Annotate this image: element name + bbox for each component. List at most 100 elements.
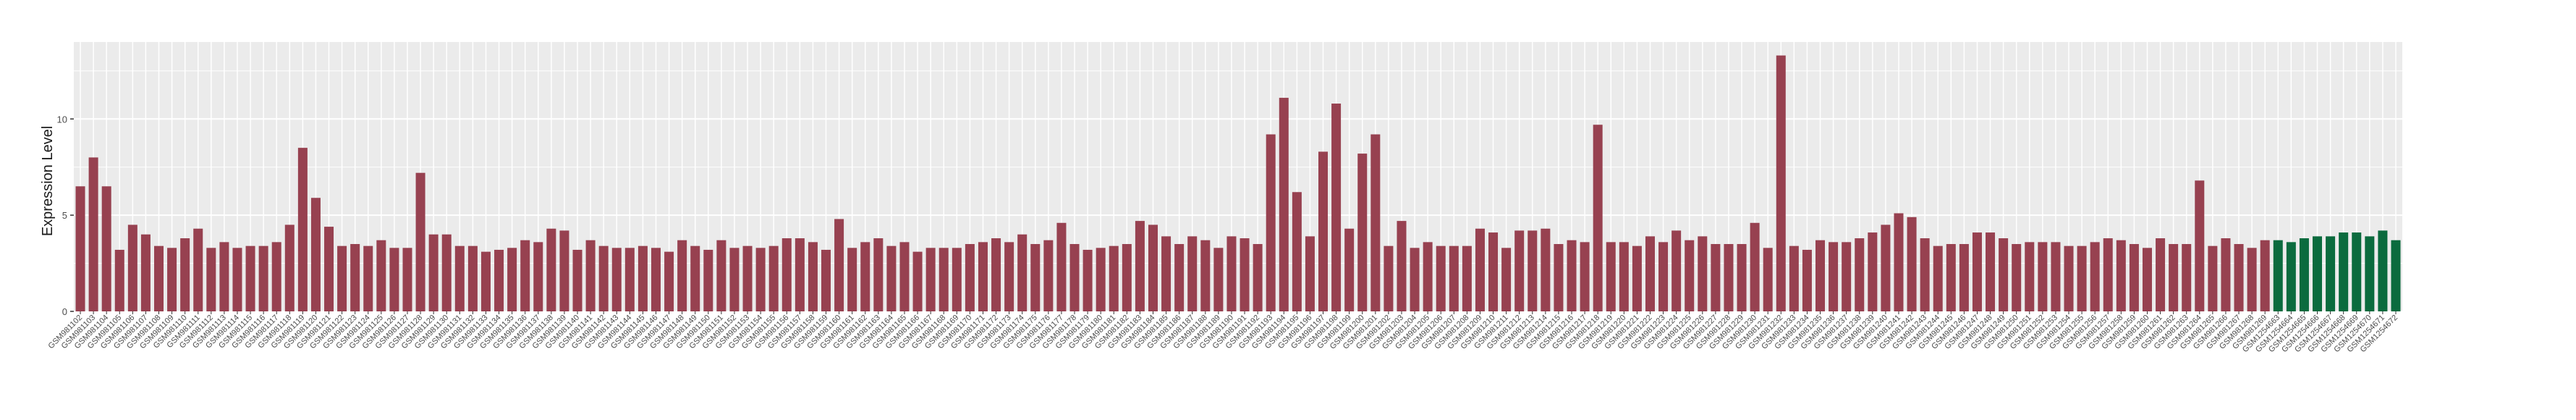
bar-GSM981250 [2012, 244, 2022, 311]
bar-GSM981262 [2169, 244, 2179, 311]
bar-GSM981171 [978, 242, 988, 311]
y-tick-label: 0 [62, 306, 67, 317]
bar-GSM981179 [1082, 249, 1093, 311]
bar-GSM981134 [494, 249, 504, 311]
bar-GSM1254669 [2352, 232, 2362, 311]
bar-GSM981207 [1449, 245, 1459, 311]
bar-GSM981190 [1226, 236, 1237, 311]
bar-GSM981132 [467, 245, 478, 311]
bar-GSM981241 [1894, 213, 1904, 311]
bar-GSM981163 [873, 238, 884, 311]
bar-GSM1254667 [2326, 236, 2336, 311]
bar-GSM981201 [1370, 134, 1381, 311]
bar-GSM981187 [1187, 236, 1198, 311]
bar-GSM981252 [2038, 242, 2048, 311]
bar-GSM981102 [75, 186, 85, 311]
bar-GSM981216 [1567, 240, 1577, 311]
bar-GSM981149 [690, 245, 700, 311]
bar-GSM981148 [677, 240, 687, 311]
bar-GSM981256 [2090, 242, 2100, 311]
bar-GSM981203 [1397, 221, 1407, 311]
bar-GSM981173 [1004, 242, 1014, 311]
bar-GSM981119 [297, 148, 308, 311]
bar-GSM981210 [1488, 232, 1499, 311]
bar-GSM981223 [1658, 242, 1669, 311]
bar-GSM981265 [2208, 245, 2218, 311]
bar-GSM981185 [1161, 236, 1172, 311]
bar-GSM981183 [1135, 221, 1145, 311]
bar-GSM981260 [2142, 248, 2152, 311]
bar-GSM981217 [1580, 242, 1590, 311]
bar-GSM981249 [1999, 238, 2009, 311]
bar-GSM981236 [1829, 242, 1839, 311]
bar-GSM981157 [795, 238, 805, 311]
bar-GSM981239 [1868, 232, 1878, 311]
bar-GSM981168 [939, 248, 949, 311]
bar-GSM981237 [1842, 242, 1852, 311]
bar-GSM1254666 [2312, 236, 2322, 311]
bars [75, 55, 2401, 311]
bar-GSM981180 [1096, 248, 1106, 311]
bar-GSM981263 [2182, 244, 2192, 311]
bar-GSM981267 [2234, 244, 2244, 311]
bar-GSM981202 [1384, 245, 1394, 311]
bar-GSM981209 [1475, 228, 1485, 311]
bar-GSM981114 [232, 248, 242, 311]
bar-GSM981193 [1266, 134, 1276, 311]
bar-GSM981165 [899, 242, 910, 311]
bar-GSM1254671 [2378, 230, 2388, 311]
bar-GSM981254 [2064, 245, 2074, 311]
bar-GSM981145 [637, 245, 648, 311]
bar-GSM981258 [2116, 240, 2126, 311]
bar-GSM981225 [1685, 240, 1695, 311]
bar-GSM981261 [2156, 238, 2166, 311]
bar-GSM981245 [1946, 244, 1956, 311]
bar-GSM981121 [324, 227, 334, 311]
bar-GSM981246 [1959, 244, 1969, 311]
bar-GSM981191 [1240, 238, 1250, 311]
bar-GSM981178 [1069, 244, 1080, 311]
bar-GSM981127 [402, 248, 412, 311]
bar-GSM981266 [2221, 238, 2231, 311]
bar-GSM981222 [1645, 236, 1655, 311]
bar-GSM981108 [154, 245, 164, 311]
bar-GSM981120 [310, 198, 321, 311]
bar-GSM981160 [834, 219, 844, 311]
bar-GSM981155 [768, 245, 779, 311]
bar-GSM981218 [1593, 125, 1603, 311]
bar-GSM981115 [245, 245, 255, 311]
bar-GSM981204 [1410, 248, 1420, 311]
y-tick-label: 5 [62, 210, 67, 221]
bar-GSM981259 [2129, 244, 2139, 311]
bar-GSM981166 [912, 251, 923, 311]
bar-GSM981164 [886, 245, 897, 311]
bar-GSM981124 [363, 245, 373, 311]
bar-GSM981116 [258, 245, 268, 311]
bar-GSM981227 [1711, 244, 1721, 311]
bar-GSM981195 [1292, 192, 1302, 311]
bar-GSM981150 [703, 249, 713, 311]
bar-GSM981113 [219, 242, 229, 311]
bar-GSM981111 [193, 228, 203, 311]
bar-GSM981188 [1200, 240, 1211, 311]
bar-GSM981143 [611, 248, 622, 311]
bar-GSM981244 [1933, 245, 1943, 311]
bar-GSM981192 [1253, 244, 1263, 311]
bar-GSM981248 [1986, 232, 1996, 311]
bar-GSM981219 [1606, 242, 1616, 311]
bar-GSM981176 [1043, 240, 1054, 311]
bar-GSM981140 [572, 249, 582, 311]
bar-GSM981213 [1528, 230, 1538, 311]
bar-GSM981117 [271, 242, 281, 311]
bar-GSM981240 [1881, 224, 1891, 311]
bar-GSM981167 [925, 248, 936, 311]
bar-GSM981243 [1920, 238, 1930, 311]
bar-GSM981257 [2103, 238, 2113, 311]
bar-GSM981144 [624, 248, 635, 311]
bar-GSM981162 [860, 242, 870, 311]
bar-GSM981103 [88, 157, 98, 311]
bar-GSM981233 [1789, 245, 1799, 311]
bar-GSM981175 [1030, 244, 1041, 311]
bar-GSM981169 [952, 248, 962, 311]
